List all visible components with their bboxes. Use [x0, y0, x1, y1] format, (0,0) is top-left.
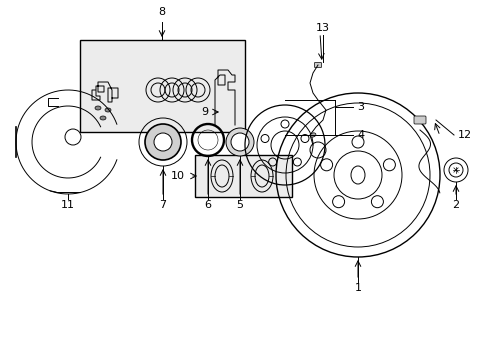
Text: 6: 6	[204, 200, 211, 210]
Text: 4: 4	[356, 130, 364, 140]
Circle shape	[154, 133, 172, 151]
Text: 13: 13	[315, 23, 329, 33]
FancyBboxPatch shape	[413, 116, 425, 124]
Text: 1: 1	[354, 283, 361, 293]
Ellipse shape	[100, 116, 106, 120]
Circle shape	[225, 128, 253, 156]
Circle shape	[230, 133, 248, 151]
Text: 8: 8	[158, 7, 165, 17]
Circle shape	[145, 124, 181, 160]
Text: 12: 12	[457, 130, 471, 140]
FancyBboxPatch shape	[314, 63, 321, 68]
Text: 2: 2	[451, 200, 459, 210]
Bar	[195, 155, 291, 197]
Text: 5: 5	[236, 200, 243, 210]
Text: 11: 11	[61, 200, 75, 210]
Text: 3: 3	[356, 102, 363, 112]
Ellipse shape	[105, 108, 111, 112]
Bar	[80, 40, 244, 132]
Text: 7: 7	[159, 200, 166, 210]
Text: 10: 10	[171, 171, 184, 181]
Ellipse shape	[95, 106, 101, 110]
Text: 9: 9	[201, 107, 208, 117]
Ellipse shape	[309, 133, 315, 137]
